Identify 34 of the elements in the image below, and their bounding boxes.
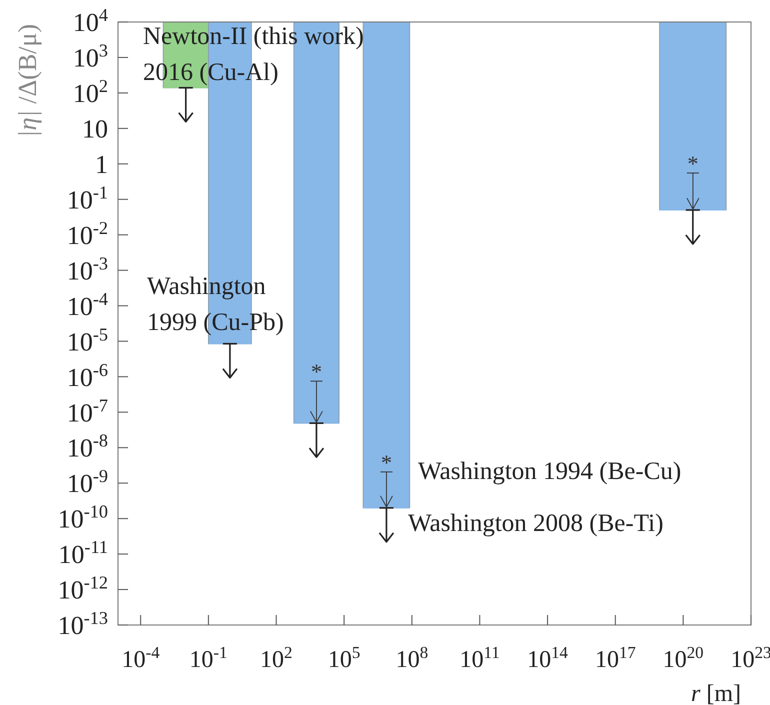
annotation: Washington 2008 (Be-Ti) [408,510,664,537]
y-tick-label: 10$^{-9}$ [66,466,108,498]
y-tick-label: 10$^{-4}$ [66,288,108,321]
y-tick-label: 10$^{-6}$ [66,360,108,392]
y-tick-label: 10$^{-5}$ [66,324,108,356]
y-tick-label: 10$^{-7}$ [66,395,108,428]
x-tick-label: 10$^{-4}$ [122,642,160,673]
y-tick-label: 10$^{2}$ [72,76,108,108]
x-tick-label: 10$^{8}$ [396,642,428,673]
annotation: * [310,359,322,384]
y-tick-label: 10$^{-12}$ [58,572,108,605]
x-tick-label: 10$^{11}$ [460,642,500,673]
x-tick-label: 10$^{5}$ [328,642,360,673]
y-tick-label: 10$^{-2}$ [66,218,108,250]
y-tick-label: 10$^{-10}$ [58,502,108,534]
y-tick-label: 10$^{4}$ [72,5,108,38]
x-tick-label: 10$^{20}$ [662,642,704,673]
x-tick-label: 10$^{14}$ [527,642,569,673]
y-tick-label: 10$^{-13}$ [58,608,108,640]
y-tick-label: 10$^{-3}$ [66,253,108,286]
y-tick-label: 10$^{-11}$ [58,537,108,570]
y-tick-label: 1 [95,150,108,179]
x-tick-label: 10$^{2}$ [260,642,292,673]
x-tick-label: 10$^{-1}$ [189,642,228,673]
annotation: * [687,151,698,176]
y-axis-title: |η| /Δ(B/μ) [13,24,42,138]
y-tick-label: 10 [82,114,108,144]
x-axis-title: r [m] [691,681,741,705]
annotation: * [380,450,392,475]
y-tick-label: 10$^{-8}$ [66,430,108,463]
x-tick-label: 10$^{17}$ [594,642,636,673]
y-tick-label: 10$^{-1}$ [66,182,108,214]
y-tick-label: 10$^{3}$ [72,40,108,73]
annotation: Washington 1994 (Be-Cu) [418,458,682,485]
